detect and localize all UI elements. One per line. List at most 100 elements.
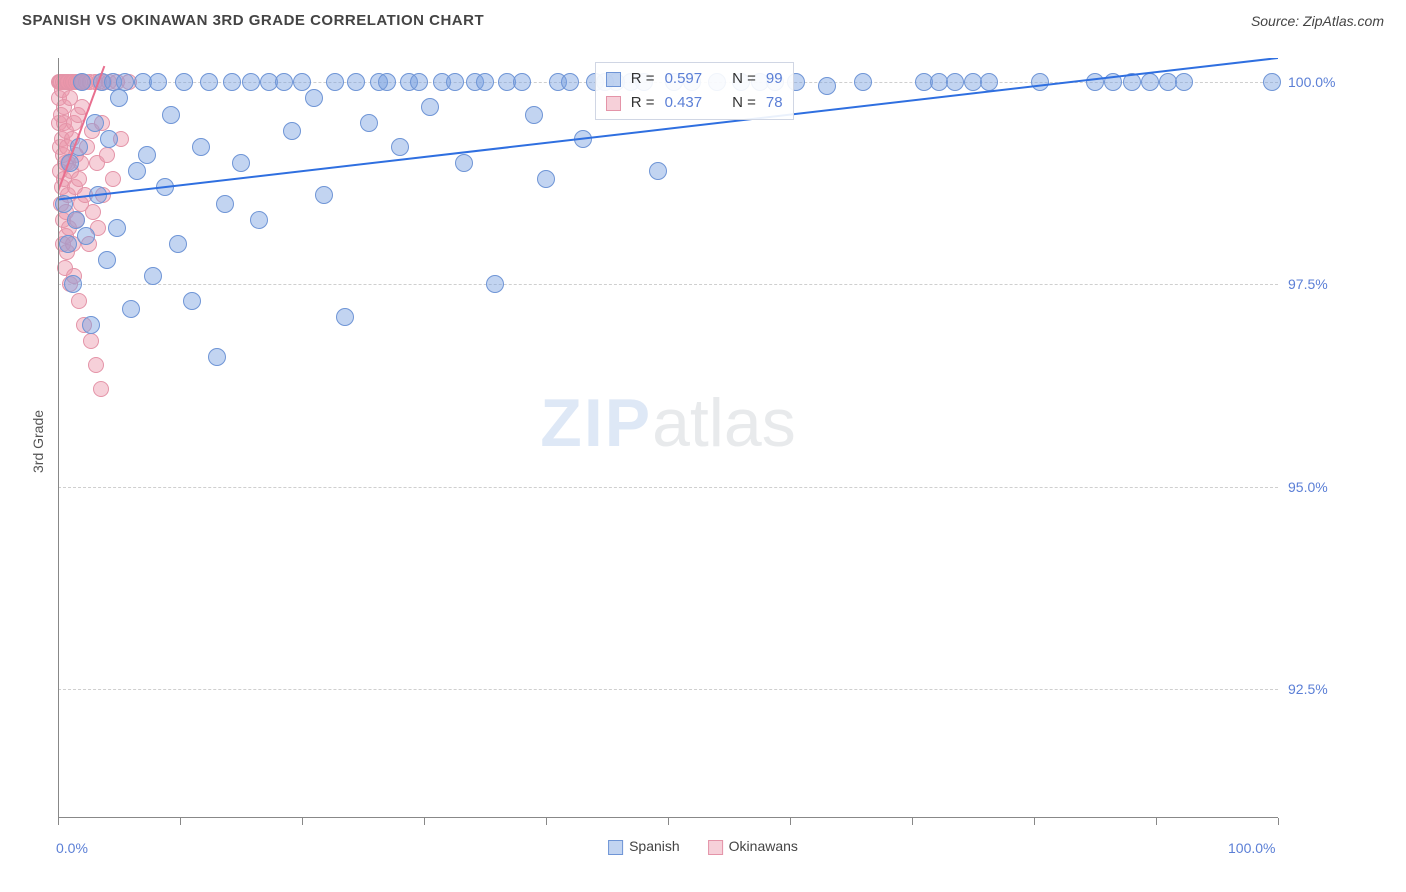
- point-spanish: [100, 130, 118, 148]
- stats-r-value: 0.437: [665, 91, 703, 115]
- point-okinawans: [105, 171, 121, 187]
- x-tick: [912, 818, 913, 825]
- point-spanish: [156, 178, 174, 196]
- point-spanish: [421, 98, 439, 116]
- point-spanish: [283, 122, 301, 140]
- point-spanish: [82, 316, 100, 334]
- point-spanish: [1123, 73, 1141, 91]
- point-spanish: [293, 73, 311, 91]
- y-tick-label: 100.0%: [1288, 74, 1335, 90]
- point-spanish: [232, 154, 250, 172]
- legend: Spanish Okinawans: [608, 838, 798, 855]
- point-spanish: [1086, 73, 1104, 91]
- point-spanish: [192, 138, 210, 156]
- x-tick: [668, 818, 669, 825]
- x-tick: [1278, 818, 1279, 825]
- point-spanish: [476, 73, 494, 91]
- stats-r-value: 0.597: [665, 67, 703, 91]
- point-spanish: [391, 138, 409, 156]
- legend-item: Okinawans: [708, 838, 798, 855]
- point-spanish: [818, 77, 836, 95]
- point-spanish: [242, 73, 260, 91]
- point-spanish: [73, 73, 91, 91]
- legend-swatch: [708, 840, 723, 855]
- x-tick: [790, 818, 791, 825]
- point-okinawans: [88, 357, 104, 373]
- point-spanish: [128, 162, 146, 180]
- x-axis-label-left: 0.0%: [56, 840, 88, 856]
- point-spanish: [216, 195, 234, 213]
- y-axis-line: [58, 58, 59, 818]
- point-spanish: [1175, 73, 1193, 91]
- stats-row: R = 0.437 N = 78: [606, 91, 783, 115]
- x-tick: [58, 818, 59, 825]
- point-spanish: [347, 73, 365, 91]
- point-spanish: [144, 267, 162, 285]
- point-spanish: [455, 154, 473, 172]
- y-tick-label: 95.0%: [1288, 479, 1328, 495]
- point-spanish: [1263, 73, 1281, 91]
- point-okinawans: [99, 147, 115, 163]
- point-okinawans: [71, 293, 87, 309]
- watermark: ZIPatlas: [540, 384, 795, 462]
- point-spanish: [574, 130, 592, 148]
- legend-item: Spanish: [608, 838, 680, 855]
- stats-n-label: N =: [732, 91, 756, 115]
- point-spanish: [537, 170, 555, 188]
- point-spanish: [360, 114, 378, 132]
- plot-area: ZIPatlas R =0.597N =99R =0.437N =78: [58, 58, 1278, 818]
- point-spanish: [980, 73, 998, 91]
- point-spanish: [208, 348, 226, 366]
- stats-swatch: [606, 96, 621, 111]
- gridline: [58, 689, 1278, 690]
- point-spanish: [64, 275, 82, 293]
- x-axis-label-right: 100.0%: [1228, 840, 1275, 856]
- gridline: [58, 284, 1278, 285]
- chart-title: SPANISH VS OKINAWAN 3RD GRADE CORRELATIO…: [22, 12, 484, 29]
- point-spanish: [315, 186, 333, 204]
- point-spanish: [410, 73, 428, 91]
- x-tick: [180, 818, 181, 825]
- point-spanish: [1141, 73, 1159, 91]
- point-spanish: [149, 73, 167, 91]
- stats-row: R =0.597N =99: [606, 67, 783, 91]
- point-spanish: [275, 73, 293, 91]
- point-spanish: [77, 227, 95, 245]
- point-spanish: [59, 235, 77, 253]
- stats-box: R =0.597N =99R =0.437N =78: [595, 62, 794, 120]
- point-spanish: [116, 73, 134, 91]
- point-okinawans: [71, 171, 87, 187]
- stats-swatch: [606, 72, 621, 87]
- point-spanish: [854, 73, 872, 91]
- source-name: ZipAtlas.com: [1303, 13, 1384, 29]
- point-spanish: [67, 211, 85, 229]
- x-tick: [1034, 818, 1035, 825]
- point-spanish: [1031, 73, 1049, 91]
- point-spanish: [525, 106, 543, 124]
- point-spanish: [561, 73, 579, 91]
- y-tick-label: 97.5%: [1288, 276, 1328, 292]
- point-spanish: [86, 114, 104, 132]
- point-spanish: [446, 73, 464, 91]
- stats-n-label: N =: [732, 67, 756, 91]
- point-spanish: [89, 186, 107, 204]
- point-spanish: [513, 73, 531, 91]
- stats-n-value: 78: [766, 91, 783, 115]
- source-attribution: Source: ZipAtlas.com: [1251, 13, 1384, 29]
- x-tick: [546, 818, 547, 825]
- point-spanish: [250, 211, 268, 229]
- header: SPANISH VS OKINAWAN 3RD GRADE CORRELATIO…: [0, 0, 1406, 29]
- point-spanish: [169, 235, 187, 253]
- source-prefix: Source:: [1251, 13, 1303, 29]
- point-spanish: [175, 73, 193, 91]
- watermark-bold: ZIP: [540, 385, 652, 461]
- point-spanish: [108, 219, 126, 237]
- point-okinawans: [85, 204, 101, 220]
- stats-r-label: R =: [631, 91, 655, 115]
- legend-swatch: [608, 840, 623, 855]
- stats-r-label: R =: [631, 67, 655, 91]
- x-tick: [1156, 818, 1157, 825]
- legend-label: Okinawans: [729, 838, 798, 854]
- point-spanish: [223, 73, 241, 91]
- y-axis-title: 3rd Grade: [30, 410, 46, 473]
